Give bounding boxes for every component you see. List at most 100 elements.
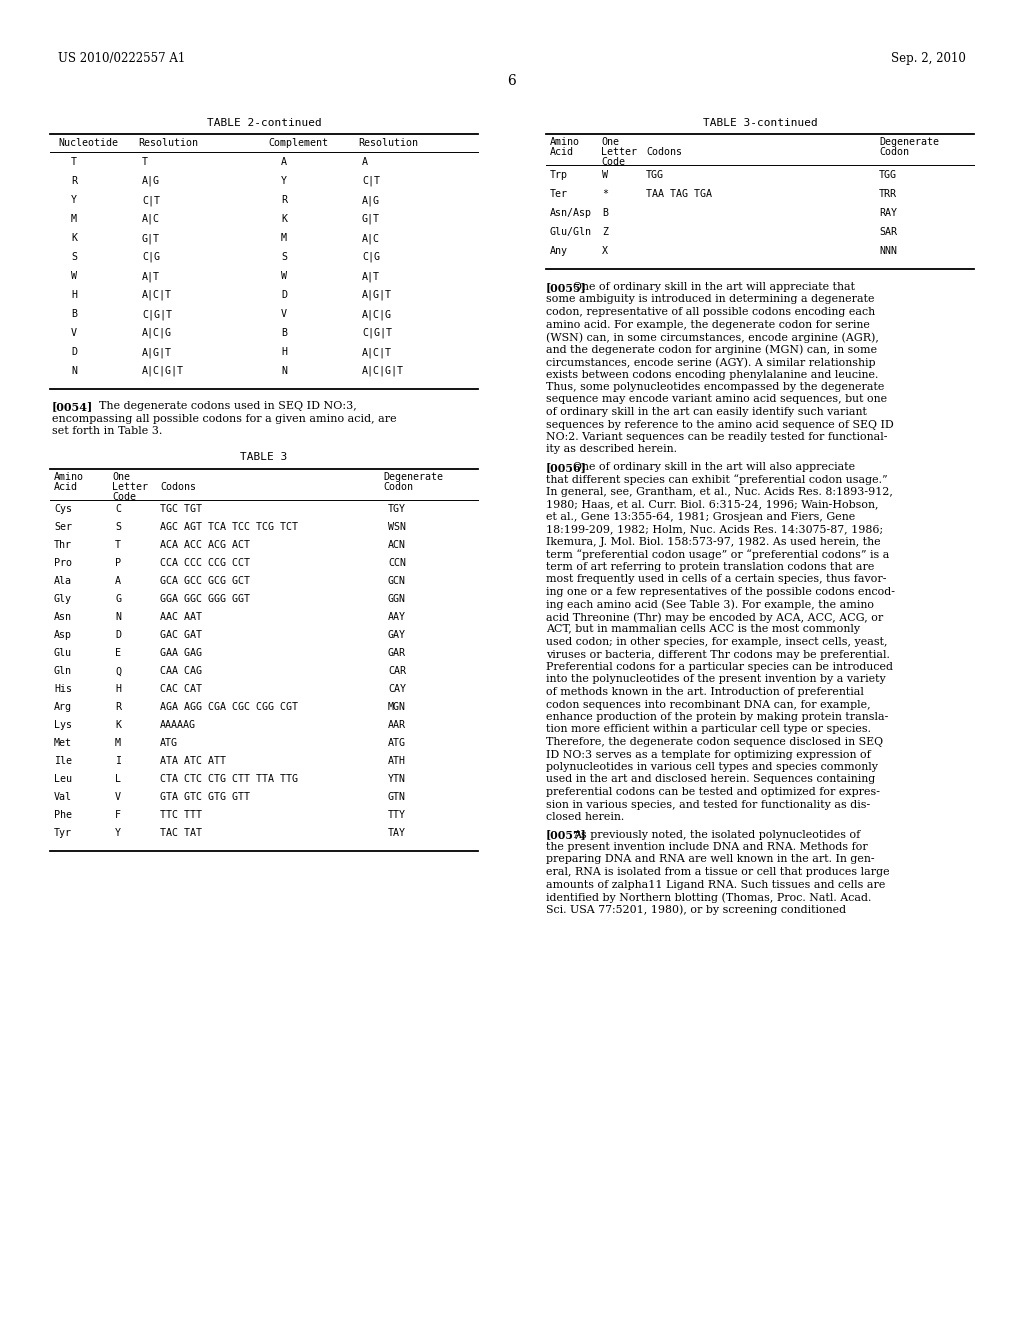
Text: GAR: GAR [388, 648, 406, 659]
Text: One of ordinary skill in the art will appreciate that: One of ordinary skill in the art will ap… [572, 282, 855, 292]
Text: B: B [281, 327, 287, 338]
Text: MGN: MGN [388, 702, 406, 713]
Text: some ambiguity is introduced in determining a degenerate: some ambiguity is introduced in determin… [546, 294, 874, 305]
Text: Y: Y [115, 829, 121, 838]
Text: N: N [115, 612, 121, 623]
Text: Thr: Thr [54, 540, 72, 550]
Text: TTY: TTY [388, 810, 406, 821]
Text: that different species can exhibit “preferential codon usage.”: that different species can exhibit “pref… [546, 474, 888, 486]
Text: R: R [115, 702, 121, 713]
Text: As previously noted, the isolated polynucleotides of: As previously noted, the isolated polynu… [572, 829, 860, 840]
Text: TGC TGT: TGC TGT [160, 504, 202, 515]
Text: A|C|G|T: A|C|G|T [142, 366, 184, 376]
Text: ATG: ATG [388, 738, 406, 748]
Text: [0054]: [0054] [52, 401, 93, 412]
Text: Gly: Gly [54, 594, 72, 605]
Text: CAR: CAR [388, 667, 406, 676]
Text: B: B [71, 309, 77, 319]
Text: C|G|T: C|G|T [362, 327, 392, 338]
Text: et al., Gene 13:355-64, 1981; Grosjean and Fiers, Gene: et al., Gene 13:355-64, 1981; Grosjean a… [546, 512, 855, 521]
Text: R: R [71, 176, 77, 186]
Text: GCN: GCN [388, 577, 406, 586]
Text: M: M [115, 738, 121, 748]
Text: G: G [115, 594, 121, 605]
Text: closed herein.: closed herein. [546, 812, 625, 822]
Text: Y: Y [71, 195, 77, 205]
Text: GGN: GGN [388, 594, 406, 605]
Text: C|G: C|G [142, 252, 160, 263]
Text: codon sequences into recombinant DNA can, for example,: codon sequences into recombinant DNA can… [546, 700, 870, 710]
Text: eral, RNA is isolated from a tissue or cell that produces large: eral, RNA is isolated from a tissue or c… [546, 867, 890, 876]
Text: WSN: WSN [388, 523, 406, 532]
Text: AAY: AAY [388, 612, 406, 623]
Text: ACA ACC ACG ACT: ACA ACC ACG ACT [160, 540, 250, 550]
Text: Val: Val [54, 792, 72, 803]
Text: Resolution: Resolution [138, 139, 198, 148]
Text: Letter: Letter [601, 147, 637, 157]
Text: CAY: CAY [388, 685, 406, 694]
Text: Cys: Cys [54, 504, 72, 515]
Text: 18:199-209, 1982; Holm, Nuc. Acids Res. 14:3075-87, 1986;: 18:199-209, 1982; Holm, Nuc. Acids Res. … [546, 524, 883, 535]
Text: [0057]: [0057] [546, 829, 587, 841]
Text: 1980; Haas, et al. Curr. Biol. 6:315-24, 1996; Wain-Hobson,: 1980; Haas, et al. Curr. Biol. 6:315-24,… [546, 499, 879, 510]
Text: TRR: TRR [879, 189, 897, 199]
Text: Letter: Letter [112, 482, 148, 491]
Text: Met: Met [54, 738, 72, 748]
Text: Glu/Gln: Glu/Gln [550, 227, 592, 238]
Text: Amino: Amino [550, 137, 580, 147]
Text: polynucleotides in various cell types and species commonly: polynucleotides in various cell types an… [546, 762, 878, 772]
Text: GTA GTC GTG GTT: GTA GTC GTG GTT [160, 792, 250, 803]
Text: Codon: Codon [383, 482, 413, 491]
Text: D: D [281, 290, 287, 300]
Text: of methods known in the art. Introduction of preferential: of methods known in the art. Introductio… [546, 686, 864, 697]
Text: H: H [71, 290, 77, 300]
Text: M: M [281, 234, 287, 243]
Text: Lys: Lys [54, 721, 72, 730]
Text: H: H [281, 347, 287, 356]
Text: Resolution: Resolution [358, 139, 418, 148]
Text: A|C|T: A|C|T [362, 347, 392, 358]
Text: C|T: C|T [362, 176, 380, 186]
Text: Phe: Phe [54, 810, 72, 821]
Text: ACN: ACN [388, 540, 406, 550]
Text: One of ordinary skill in the art will also appreciate: One of ordinary skill in the art will al… [572, 462, 855, 473]
Text: Code: Code [112, 491, 136, 502]
Text: Q: Q [115, 667, 121, 676]
Text: Complement: Complement [268, 139, 328, 148]
Text: G|T: G|T [142, 234, 160, 243]
Text: RAY: RAY [879, 209, 897, 218]
Text: circumstances, encode serine (AGY). A similar relationship: circumstances, encode serine (AGY). A si… [546, 356, 876, 367]
Text: Ala: Ala [54, 577, 72, 586]
Text: His: His [54, 685, 72, 694]
Text: (WSN) can, in some circumstances, encode arginine (AGR),: (WSN) can, in some circumstances, encode… [546, 333, 879, 343]
Text: L: L [115, 775, 121, 784]
Text: AAAAAG: AAAAAG [160, 721, 196, 730]
Text: acid Threonine (Thr) may be encoded by ACA, ACC, ACG, or: acid Threonine (Thr) may be encoded by A… [546, 612, 884, 623]
Text: TABLE 2-continued: TABLE 2-continued [207, 117, 322, 128]
Text: AAC AAT: AAC AAT [160, 612, 202, 623]
Text: Preferential codons for a particular species can be introduced: Preferential codons for a particular spe… [546, 663, 893, 672]
Text: TGG: TGG [646, 170, 664, 180]
Text: into the polynucleotides of the present invention by a variety: into the polynucleotides of the present … [546, 675, 886, 685]
Text: Ikemura, J. Mol. Biol. 158:573-97, 1982. As used herein, the: Ikemura, J. Mol. Biol. 158:573-97, 1982.… [546, 537, 881, 546]
Text: NNN: NNN [879, 246, 897, 256]
Text: Acid: Acid [54, 482, 78, 491]
Text: TABLE 3-continued: TABLE 3-continued [702, 117, 817, 128]
Text: of ordinary skill in the art can easily identify such variant: of ordinary skill in the art can easily … [546, 407, 867, 417]
Text: exists between codons encoding phenylalanine and leucine.: exists between codons encoding phenylala… [546, 370, 879, 380]
Text: TGG: TGG [879, 170, 897, 180]
Text: Tyr: Tyr [54, 829, 72, 838]
Text: Codon: Codon [879, 147, 909, 157]
Text: SAR: SAR [879, 227, 897, 238]
Text: A: A [281, 157, 287, 168]
Text: K: K [281, 214, 287, 224]
Text: Codons: Codons [646, 147, 682, 157]
Text: N: N [71, 366, 77, 376]
Text: A|G: A|G [142, 176, 160, 186]
Text: tion more efficient within a particular cell type or species.: tion more efficient within a particular … [546, 725, 871, 734]
Text: Ter: Ter [550, 189, 568, 199]
Text: enhance production of the protein by making protein transla-: enhance production of the protein by mak… [546, 711, 889, 722]
Text: and the degenerate codon for arginine (MGN) can, in some: and the degenerate codon for arginine (M… [546, 345, 878, 355]
Text: *: * [602, 189, 608, 199]
Text: X: X [602, 246, 608, 256]
